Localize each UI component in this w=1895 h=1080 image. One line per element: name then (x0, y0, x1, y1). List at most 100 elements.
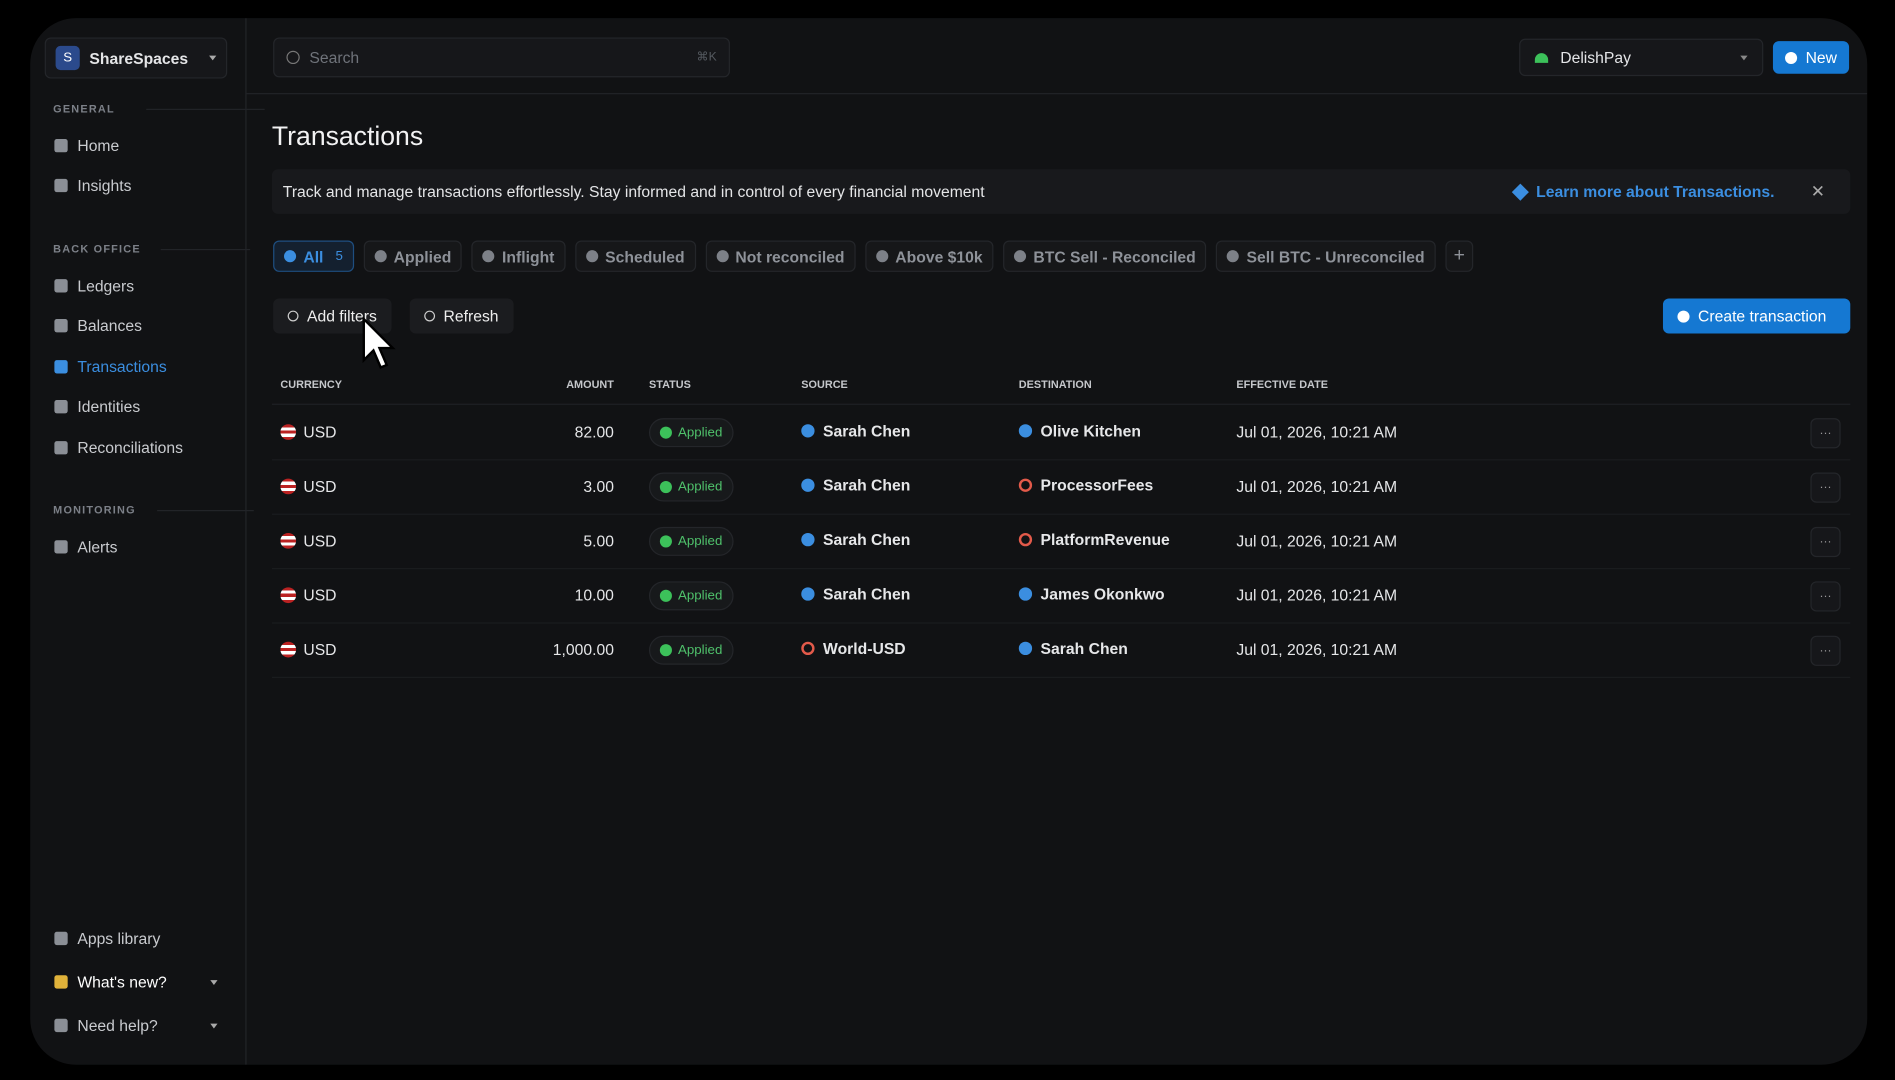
add-tab-button[interactable]: + (1445, 240, 1474, 272)
status-icon (659, 481, 672, 494)
party-name[interactable]: World-USD (823, 639, 906, 658)
status-icon (659, 426, 672, 439)
nav-item[interactable]: Balances (54, 317, 142, 335)
filter-tab[interactable]: Sell BTC - Unreconciled (1216, 240, 1436, 272)
search-box[interactable]: Search ⌘K (273, 37, 730, 78)
tab-icon (482, 250, 495, 263)
amount-cell: 1,000.00 (552, 640, 614, 659)
filter-tab[interactable]: Above $10k (865, 240, 994, 272)
nav-item[interactable]: Ledgers (54, 277, 134, 295)
source-cell: Sarah Chen (801, 476, 910, 494)
tab-icon (1227, 250, 1240, 263)
tabs: All 5 Applied Inflight Scheduled Not reconcil… (273, 240, 1474, 272)
source-cell: Sarah Chen (801, 531, 910, 549)
nav-item[interactable]: Reconciliations (54, 438, 183, 456)
party-name[interactable]: James Okonkwo (1040, 584, 1165, 604)
nav-item[interactable]: Transactions (54, 357, 167, 376)
tab-icon (1014, 250, 1027, 263)
column-header: CURRENCY (280, 378, 343, 391)
nav-item[interactable]: Home (54, 137, 119, 155)
mouse-cursor (362, 316, 396, 369)
search-placeholder: Search (309, 48, 360, 67)
source-cell: Sarah Chen (801, 422, 910, 440)
currency-cell: USD (280, 477, 337, 496)
plus-icon (1785, 51, 1798, 64)
button-label: Refresh (443, 306, 499, 326)
party-name[interactable]: Sarah Chen (823, 421, 911, 440)
destination-cell: Sarah Chen (1018, 639, 1128, 658)
status-badge: Applied (648, 581, 734, 611)
party-name[interactable]: Sarah Chen (823, 476, 911, 495)
refresh-button[interactable]: Refresh (409, 298, 514, 334)
filter-tab[interactable]: Applied (363, 240, 463, 272)
date-cell: Jul 01, 2026, 10:21 AM (1236, 477, 1398, 496)
footer-item[interactable]: What's new? (54, 973, 218, 991)
date-cell: Jul 01, 2026, 10:21 AM (1236, 531, 1398, 550)
org-icon (1534, 52, 1549, 63)
new-button[interactable]: New (1772, 41, 1850, 74)
row-menu-button[interactable]: ··· (1810, 526, 1841, 558)
banner-text: Track and manage transactions effortless… (282, 182, 985, 201)
currency-cell: USD (280, 532, 337, 550)
button-icon (287, 310, 299, 322)
row-menu-button[interactable]: ··· (1810, 418, 1841, 449)
nav-icon (54, 540, 68, 554)
filter-tab[interactable]: Inflight (471, 240, 566, 272)
user-icon (801, 478, 815, 492)
nav-label: Identities (77, 397, 141, 416)
sidebar: S ShareSpaces GENERAL Home Insights BACK OFFI… (30, 18, 265, 1065)
party-name[interactable]: Sarah Chen (823, 530, 911, 549)
filter-tab[interactable]: BTC Sell - Reconciled (1003, 240, 1207, 272)
nav-item[interactable]: Alerts (54, 538, 118, 556)
user-icon (801, 424, 815, 438)
row-menu-button[interactable]: ··· (1810, 635, 1841, 666)
amount-cell: 82.00 (574, 422, 614, 442)
tab-label: All (303, 247, 324, 266)
section-rule (160, 248, 251, 251)
user-icon (1018, 424, 1033, 438)
party-name[interactable]: ProcessorFees (1040, 476, 1154, 495)
party-name[interactable]: PlatformRevenue (1040, 530, 1170, 549)
nav-item[interactable]: Insights (54, 176, 132, 196)
source-cell: World-USD (801, 639, 906, 658)
party-name[interactable]: Sarah Chen (1040, 639, 1128, 658)
filter-tab[interactable]: Not reconciled (705, 240, 856, 272)
filter-tab[interactable]: Scheduled (574, 240, 696, 272)
workspace-name: ShareSpaces (89, 48, 189, 68)
tab-count: 5 (335, 248, 343, 264)
create-transaction-button[interactable]: Create transaction (1662, 298, 1851, 334)
amount-cell: 5.00 (583, 531, 614, 550)
row-rule (271, 513, 1851, 515)
tab-icon (284, 250, 297, 263)
footer-item[interactable]: Apps library (54, 929, 217, 948)
user-icon (801, 532, 815, 547)
currency-code: USD (303, 477, 337, 496)
nav-label: Need help? (77, 1016, 158, 1035)
organization-selector[interactable]: DelishPay (1519, 38, 1764, 77)
nav-label: Insights (77, 176, 132, 196)
account-icon (801, 641, 815, 656)
workspace-switcher[interactable]: S ShareSpaces (44, 37, 228, 79)
close-button[interactable]: ✕ (1810, 181, 1825, 201)
section-label: MONITORING (53, 503, 136, 517)
destination-cell: PlatformRevenue (1018, 530, 1170, 549)
nav-item[interactable]: Identities (54, 398, 140, 416)
row-menu-button[interactable]: ··· (1810, 472, 1841, 503)
row-menu-button[interactable]: ··· (1810, 581, 1841, 612)
org-name: DelishPay (1560, 48, 1631, 67)
button-label: Create transaction (1698, 306, 1827, 326)
footer-item[interactable]: Need help? (54, 1016, 218, 1035)
party-name[interactable]: Olive Kitchen (1040, 421, 1141, 440)
status-label: Applied (677, 425, 723, 440)
banner-link[interactable]: Learn more about Transactions. (1536, 182, 1775, 201)
filter-tab[interactable]: All 5 (273, 240, 354, 272)
currency-code: USD (303, 586, 337, 605)
row-rule (271, 568, 1851, 570)
party-name[interactable]: Sarah Chen (823, 584, 911, 604)
add-filters-button[interactable]: Add filters (273, 298, 392, 334)
header-rule (271, 403, 1851, 405)
row-rule (271, 459, 1851, 461)
